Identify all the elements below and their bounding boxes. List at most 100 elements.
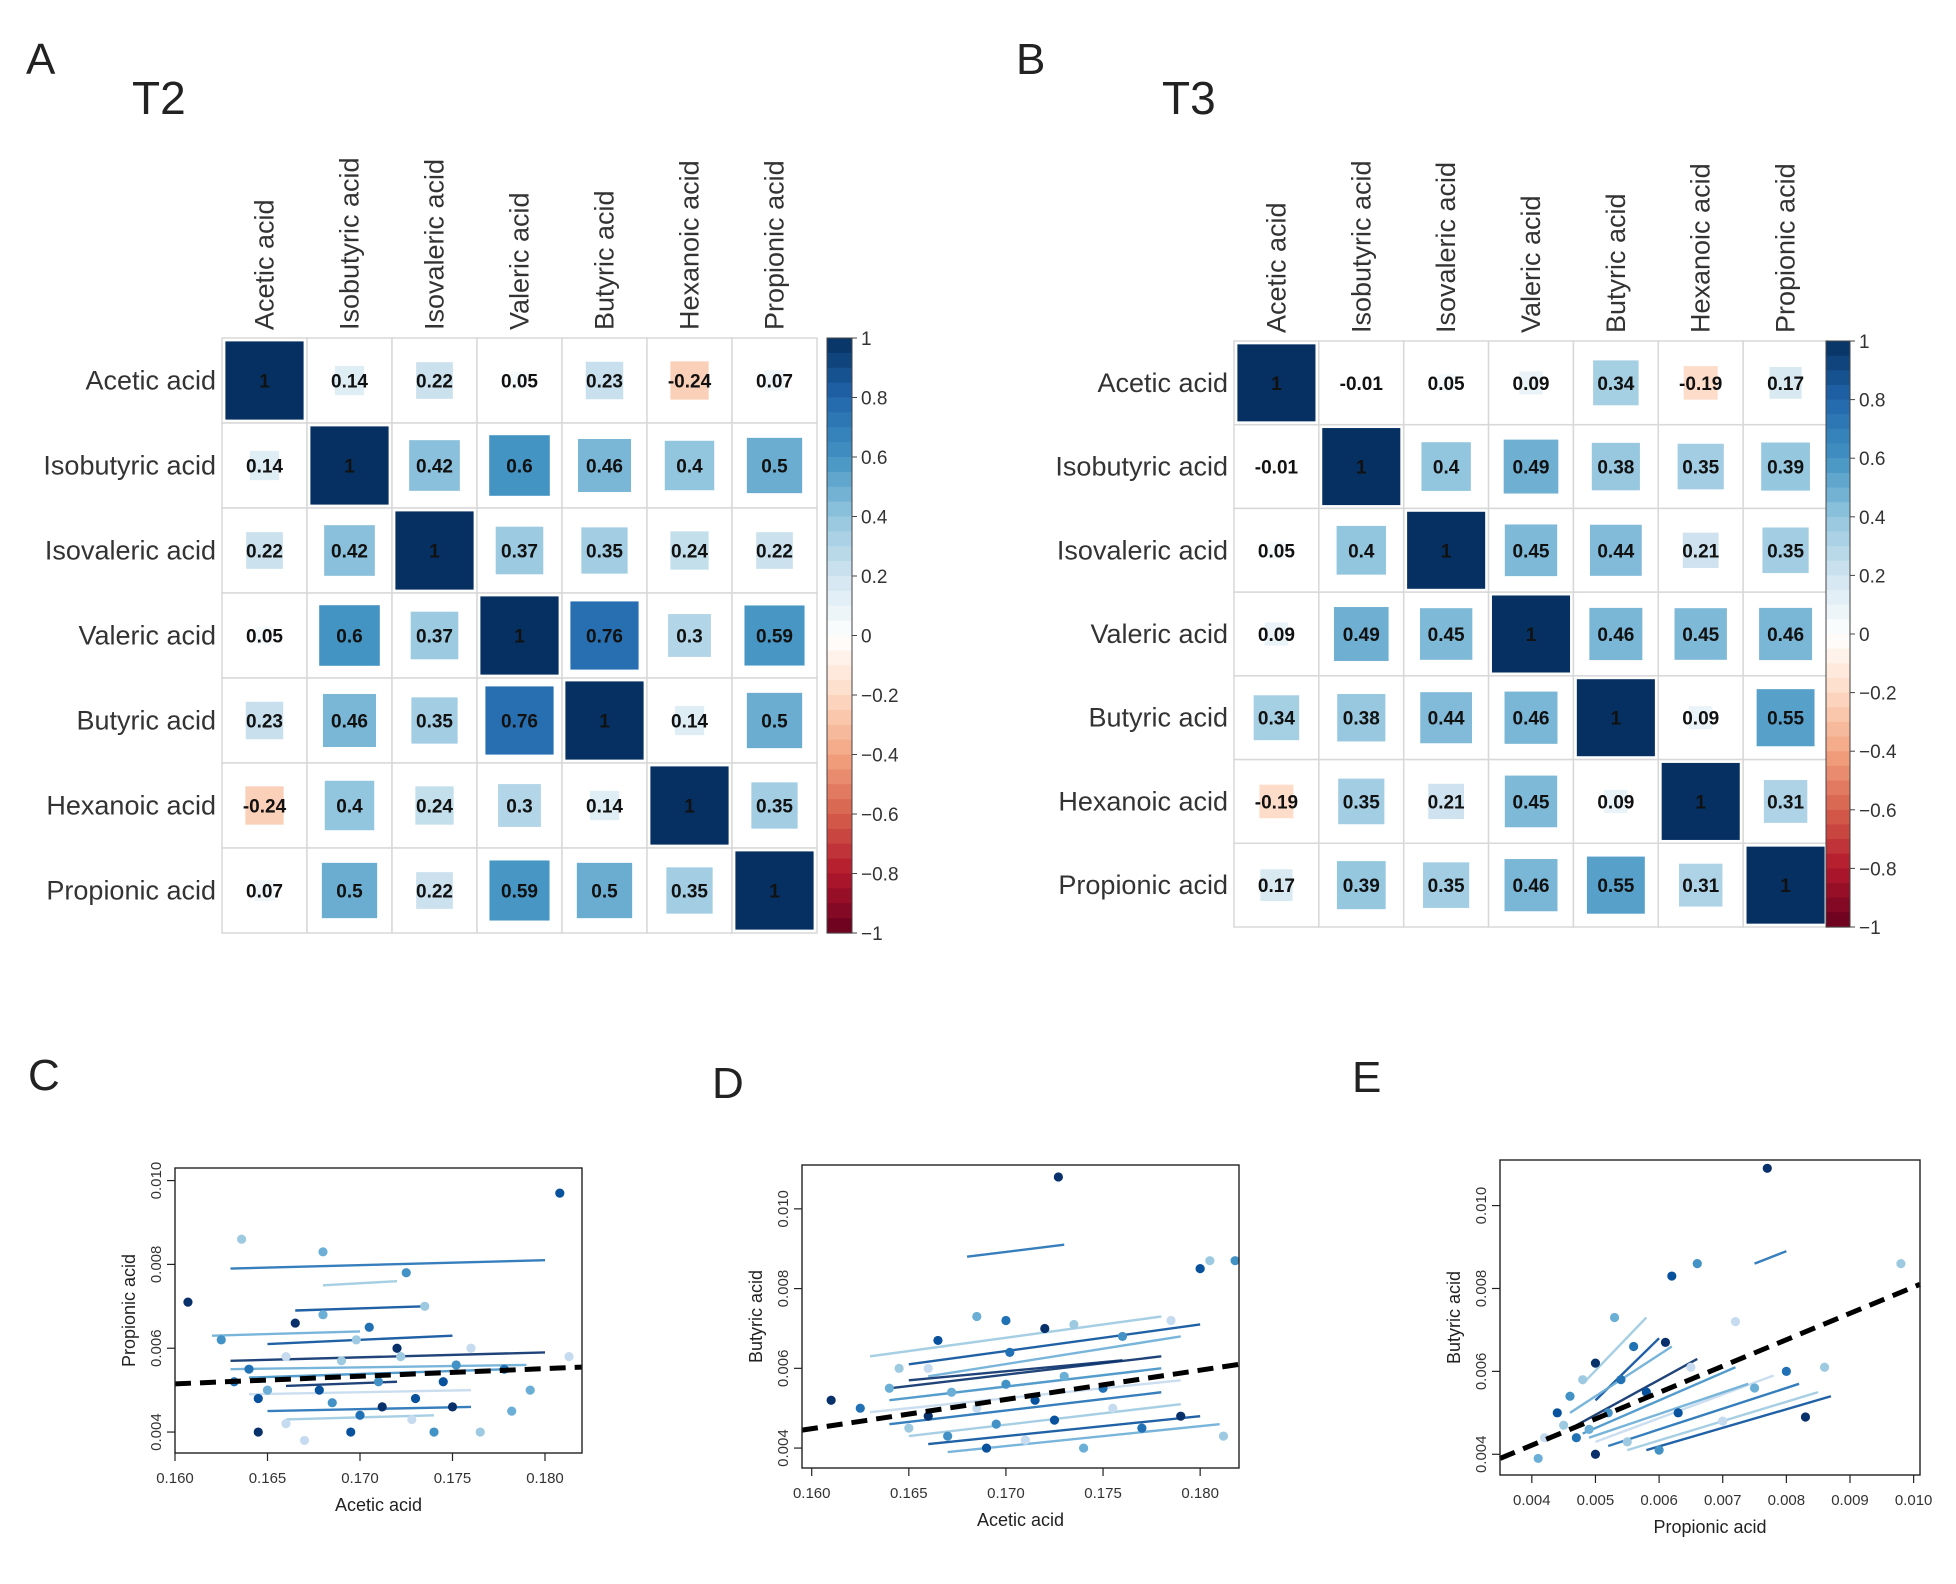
row-label-isovaleric-acid: Isovaleric acid [1057, 535, 1228, 565]
colorbar-segment [827, 501, 852, 518]
heatmap-square [1769, 366, 1802, 399]
data-point [336, 1356, 347, 1366]
heatmap-square [674, 705, 705, 736]
colorbar-segment [1826, 853, 1850, 869]
col-label-butyric-acid: Butyric acid [590, 190, 620, 330]
heatmap-value: -0.24 [243, 797, 287, 818]
data-point [1629, 1341, 1639, 1352]
heatmap-value: 0.4 [676, 457, 703, 478]
data-point [1001, 1379, 1011, 1389]
y-tick-label: 0.010 [148, 1162, 165, 1200]
colorbar-segment [827, 650, 852, 666]
data-point [318, 1247, 328, 1257]
data-point [826, 1395, 836, 1405]
heatmap-value: 0.46 [331, 712, 368, 733]
panel-letter-d: D [712, 1059, 744, 1108]
data-point [1667, 1271, 1677, 1281]
subject-trend-line [230, 1351, 546, 1362]
heatmap-value: 0.6 [336, 627, 362, 648]
heatmap-value: -0.01 [1340, 374, 1384, 395]
subject-trend-line [1646, 1395, 1832, 1452]
col-label-isovaleric-acid: Isovaleric acid [1431, 162, 1461, 333]
subject-trend-line [869, 1315, 1162, 1358]
colorbar-segment [1826, 502, 1850, 518]
heatmap-value: 0.09 [1597, 792, 1634, 813]
heatmap-value: 0.05 [246, 627, 283, 648]
subject-trend-line [1582, 1366, 1736, 1435]
colorbar-segment [827, 769, 852, 785]
y-tick-label: 0.006 [148, 1329, 165, 1367]
x-tick-label: 0.175 [434, 1470, 472, 1487]
plot-frame [801, 1164, 1240, 1469]
x-tick-label: 0.006 [1640, 1492, 1678, 1509]
subject-trend-line [947, 1422, 1220, 1454]
row-label-hexanoic-acid: Hexanoic acid [46, 791, 216, 821]
data-point [972, 1311, 982, 1322]
heatmap-value: 0.05 [1428, 374, 1465, 395]
scatter-e: 0.004 0.005 0.006 0.007 0.008 0.009 0.010 0.004… [1444, 1159, 1932, 1537]
data-point [253, 1427, 263, 1437]
heatmap-value: 0.45 [1428, 625, 1465, 646]
col-label-valeric-acid: Valeric acid [1516, 195, 1546, 333]
data-point [392, 1343, 402, 1353]
y-tick-label: 0.008 [148, 1246, 165, 1284]
data-point [346, 1427, 356, 1437]
heatmap-value: 0.4 [336, 797, 363, 818]
colorbar-segment [1826, 458, 1850, 474]
heatmap-square [245, 701, 284, 740]
row-label-butyric-acid: Butyric acid [76, 706, 216, 736]
colorbar-segment [827, 843, 852, 860]
heatmap-square [1762, 527, 1809, 574]
heatmap-square [324, 780, 375, 831]
heatmap-square [409, 440, 460, 491]
data-point [923, 1411, 933, 1421]
colorbar-segment [827, 799, 852, 815]
data-point [1166, 1315, 1176, 1326]
heatmap-square [489, 435, 550, 496]
heatmap-value: 0.5 [336, 882, 363, 903]
colorbar-segment [1826, 575, 1850, 591]
scatter-d: 0.160 0.165 0.170 0.175 0.180 0.004 0.006 0.008… [746, 1164, 1240, 1530]
heatmap-value: 0.35 [671, 882, 708, 903]
colorbar-segment [1826, 516, 1850, 533]
subject-trend-line [889, 1391, 1162, 1426]
heatmap-value: 0.59 [756, 627, 793, 648]
data-point [1205, 1256, 1215, 1266]
data-point [410, 1393, 421, 1404]
data-point [1622, 1437, 1632, 1447]
colorbar-segment [827, 724, 852, 741]
x-tick-label: 0.180 [526, 1470, 564, 1487]
row-label-acetic-acid: Acetic acid [1097, 368, 1228, 398]
heatmap-square [670, 361, 709, 400]
heatmap-square [1337, 693, 1386, 742]
subject-trend-line [322, 1279, 398, 1287]
heatmap-square [225, 341, 304, 420]
heatmap-value: 0.44 [1428, 709, 1465, 730]
heatmap-square [1504, 859, 1558, 912]
heatmap-value: -0.19 [1255, 792, 1298, 813]
heatmap-b-title: T3 [1162, 72, 1216, 124]
heatmap-square [1591, 442, 1640, 491]
colorbar-segment [1826, 707, 1850, 723]
colorbar-segment [1826, 677, 1850, 694]
plot-frame [1499, 1159, 1921, 1476]
heatmap-value: 0.42 [416, 457, 453, 478]
colorbar-segment [1826, 824, 1850, 840]
data-point [1819, 1362, 1830, 1372]
heatmap-value: 0.76 [501, 712, 538, 733]
heatmap-square [1338, 778, 1385, 825]
heatmap-square [1661, 762, 1740, 840]
data-point [1079, 1443, 1089, 1453]
heatmap-square [565, 681, 644, 760]
heatmap-cell [731, 507, 818, 594]
data-point [1195, 1264, 1205, 1274]
colorbar-segment [827, 516, 852, 532]
x-axis-label: Propionic acid [1653, 1517, 1766, 1537]
heatmap-cell [391, 592, 478, 679]
data-point [884, 1383, 895, 1393]
data-point [420, 1301, 430, 1311]
col-label-valeric-acid: Valeric acid [505, 192, 535, 330]
x-tick-label: 0.175 [1084, 1485, 1122, 1502]
heatmap-value: 0.07 [756, 372, 793, 393]
data-point [943, 1431, 953, 1441]
